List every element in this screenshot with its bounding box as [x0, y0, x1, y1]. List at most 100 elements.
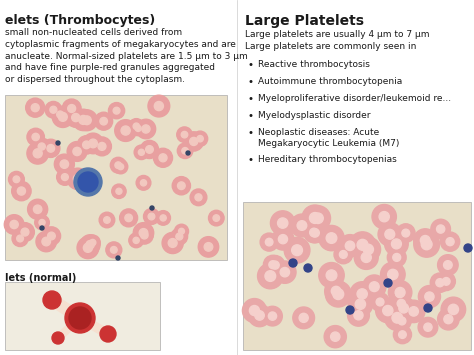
Circle shape — [384, 232, 408, 256]
Circle shape — [292, 245, 302, 256]
Circle shape — [50, 106, 57, 113]
Circle shape — [154, 148, 173, 167]
Circle shape — [330, 332, 340, 341]
Circle shape — [82, 116, 91, 125]
Circle shape — [184, 132, 203, 151]
Circle shape — [172, 176, 191, 195]
Circle shape — [177, 127, 192, 142]
Circle shape — [313, 213, 323, 224]
Circle shape — [32, 133, 39, 141]
Circle shape — [441, 297, 465, 322]
Circle shape — [55, 154, 74, 174]
Circle shape — [333, 289, 344, 300]
Circle shape — [397, 224, 415, 242]
Circle shape — [113, 107, 120, 114]
Circle shape — [68, 104, 76, 113]
Circle shape — [58, 113, 67, 121]
Circle shape — [346, 306, 354, 314]
Circle shape — [47, 144, 55, 152]
Circle shape — [376, 299, 400, 323]
Circle shape — [146, 146, 153, 153]
Circle shape — [284, 237, 310, 263]
Circle shape — [129, 119, 144, 134]
Circle shape — [399, 304, 409, 313]
Text: Large platelets are usually 4 μm to 7 μm
Large platelets are commonly seen in: Large platelets are usually 4 μm to 7 μm… — [245, 30, 429, 51]
Circle shape — [4, 215, 24, 234]
Circle shape — [27, 199, 48, 219]
Text: Neoplastic diseases: Acute
Megakaryocytic Leukemia (M7): Neoplastic diseases: Acute Megakaryocyti… — [258, 128, 400, 148]
Circle shape — [260, 233, 278, 251]
Circle shape — [192, 131, 208, 146]
Circle shape — [82, 141, 91, 149]
Circle shape — [77, 237, 99, 259]
Circle shape — [138, 149, 145, 155]
Text: Myeloproliferative disorder/leukemoid re...: Myeloproliferative disorder/leukemoid re… — [258, 94, 451, 103]
Circle shape — [388, 280, 412, 304]
Circle shape — [171, 228, 188, 245]
Circle shape — [57, 169, 73, 185]
Circle shape — [142, 125, 150, 133]
Circle shape — [437, 225, 445, 233]
Circle shape — [134, 145, 149, 159]
Circle shape — [326, 270, 337, 280]
Circle shape — [354, 311, 363, 320]
Circle shape — [355, 299, 365, 309]
Circle shape — [114, 160, 128, 174]
Circle shape — [197, 136, 203, 142]
Circle shape — [265, 256, 285, 275]
Circle shape — [437, 272, 456, 290]
Circle shape — [27, 128, 45, 146]
Text: Reactive thrombocytosis: Reactive thrombocytosis — [258, 60, 370, 69]
Circle shape — [385, 229, 395, 239]
Circle shape — [86, 240, 94, 249]
Circle shape — [73, 109, 94, 131]
Circle shape — [155, 102, 164, 111]
Circle shape — [372, 204, 396, 229]
Circle shape — [136, 226, 153, 244]
Circle shape — [392, 297, 415, 320]
Circle shape — [18, 187, 26, 195]
Circle shape — [33, 149, 42, 158]
Circle shape — [148, 213, 155, 220]
Circle shape — [431, 219, 450, 239]
Circle shape — [190, 189, 207, 206]
Circle shape — [265, 271, 276, 282]
Circle shape — [190, 137, 198, 146]
Text: •: • — [248, 128, 254, 138]
Circle shape — [402, 229, 410, 237]
Circle shape — [425, 292, 434, 301]
Circle shape — [110, 157, 126, 173]
Circle shape — [392, 294, 411, 313]
Circle shape — [257, 263, 283, 289]
Circle shape — [430, 273, 449, 293]
Circle shape — [162, 233, 183, 253]
Circle shape — [13, 176, 20, 182]
Circle shape — [326, 233, 337, 244]
Circle shape — [136, 175, 151, 190]
Circle shape — [118, 164, 124, 170]
Circle shape — [384, 305, 410, 331]
Circle shape — [115, 162, 121, 169]
Circle shape — [65, 303, 95, 333]
Circle shape — [204, 242, 213, 251]
Circle shape — [159, 154, 167, 162]
Circle shape — [339, 235, 361, 257]
Circle shape — [357, 239, 368, 250]
Circle shape — [402, 300, 425, 323]
Circle shape — [115, 120, 137, 141]
Circle shape — [52, 332, 64, 344]
Circle shape — [383, 305, 393, 316]
Circle shape — [16, 223, 35, 241]
Circle shape — [90, 239, 96, 246]
Circle shape — [179, 228, 184, 234]
Circle shape — [131, 121, 146, 136]
Circle shape — [26, 98, 45, 117]
Circle shape — [442, 278, 450, 285]
Circle shape — [85, 235, 100, 250]
Circle shape — [156, 211, 171, 225]
Text: •: • — [248, 155, 254, 165]
Circle shape — [106, 242, 122, 258]
Circle shape — [182, 148, 188, 154]
Circle shape — [100, 118, 108, 125]
Circle shape — [17, 235, 23, 242]
